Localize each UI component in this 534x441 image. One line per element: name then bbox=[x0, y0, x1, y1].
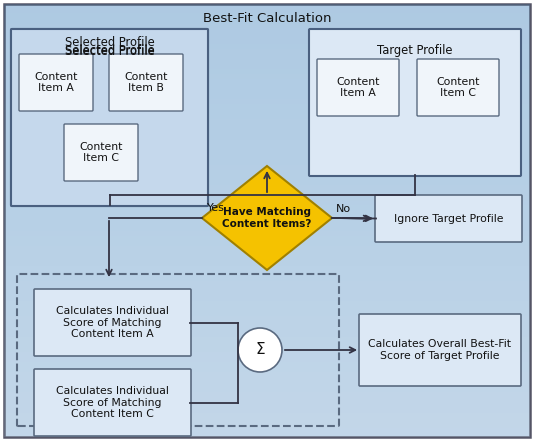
Text: Σ: Σ bbox=[255, 343, 265, 358]
Text: Content
Item A: Content Item A bbox=[34, 72, 77, 93]
FancyBboxPatch shape bbox=[64, 124, 138, 181]
Text: Calculates Individual
Score of Matching
Content Item A: Calculates Individual Score of Matching … bbox=[56, 306, 169, 339]
Text: Have Matching
Content Items?: Have Matching Content Items? bbox=[222, 207, 312, 229]
Text: Calculates Individual
Score of Matching
Content Item C: Calculates Individual Score of Matching … bbox=[56, 386, 169, 419]
Text: Content
Item C: Content Item C bbox=[80, 142, 123, 163]
Text: No: No bbox=[336, 204, 351, 214]
FancyBboxPatch shape bbox=[317, 59, 399, 116]
FancyBboxPatch shape bbox=[11, 29, 208, 206]
Text: Content
Item C: Content Item C bbox=[436, 77, 480, 98]
FancyBboxPatch shape bbox=[109, 54, 183, 111]
FancyBboxPatch shape bbox=[375, 195, 522, 242]
Text: Selected Profile: Selected Profile bbox=[65, 44, 154, 57]
Text: Target Profile: Target Profile bbox=[377, 44, 453, 57]
FancyBboxPatch shape bbox=[417, 59, 499, 116]
FancyBboxPatch shape bbox=[309, 29, 521, 176]
Text: Selected Profile: Selected Profile bbox=[65, 45, 154, 58]
Circle shape bbox=[238, 328, 282, 372]
Text: Selected Profile: Selected Profile bbox=[65, 35, 154, 49]
FancyBboxPatch shape bbox=[359, 314, 521, 386]
FancyBboxPatch shape bbox=[34, 369, 191, 436]
Text: Ignore Target Profile: Ignore Target Profile bbox=[394, 213, 503, 224]
Text: Content
Item B: Content Item B bbox=[124, 72, 168, 93]
FancyBboxPatch shape bbox=[11, 29, 208, 206]
Text: Yes: Yes bbox=[207, 203, 225, 213]
Text: Best-Fit Calculation: Best-Fit Calculation bbox=[203, 12, 331, 25]
FancyBboxPatch shape bbox=[4, 4, 530, 437]
FancyBboxPatch shape bbox=[34, 289, 191, 356]
Text: Content
Item A: Content Item A bbox=[336, 77, 380, 98]
Text: Calculates Overall Best-Fit
Score of Target Profile: Calculates Overall Best-Fit Score of Tar… bbox=[368, 339, 512, 361]
Polygon shape bbox=[202, 166, 332, 270]
FancyBboxPatch shape bbox=[19, 54, 93, 111]
